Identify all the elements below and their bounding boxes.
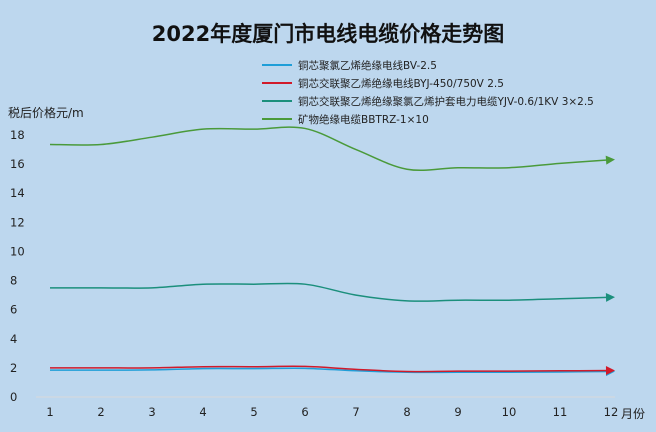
y-tick-label: 2	[10, 361, 17, 375]
series-line	[49, 367, 612, 374]
y-tick-label: 6	[10, 303, 17, 317]
x-tick-label: 11	[553, 405, 568, 419]
y-tick-label: 18	[10, 128, 25, 142]
legend-label: 铜芯聚氯乙烯绝缘电线BV-2.5	[298, 59, 437, 72]
x-tick-label: 5	[250, 405, 257, 419]
x-tick-label: 4	[199, 405, 206, 419]
series-line	[49, 365, 612, 373]
series-line	[49, 126, 612, 172]
legend-item: 铜芯交联聚乙烯绝缘聚氯乙烯护套电力电缆YJV-0.6/1KV 3×2.5	[262, 92, 594, 110]
legend-swatch	[262, 82, 292, 84]
y-axis-label: 税后价格元/m	[8, 106, 84, 120]
y-tick-label: 16	[10, 157, 25, 171]
x-axis-label: 月份	[621, 407, 646, 421]
x-tick-label: 8	[403, 405, 410, 419]
legend-item: 铜芯聚氯乙烯绝缘电线BV-2.5	[262, 56, 594, 74]
y-tick-label: 12	[10, 215, 25, 229]
legend-label: 矿物绝缘电缆BBTRZ-1×10	[298, 113, 429, 126]
legend-item: 矿物绝缘电缆BBTRZ-1×10	[262, 110, 594, 128]
series-line	[49, 282, 612, 302]
legend-swatch	[262, 64, 292, 66]
x-tick-label: 6	[301, 405, 308, 419]
y-tick-label: 8	[10, 274, 17, 288]
x-tick-label: 9	[454, 405, 461, 419]
legend-swatch	[262, 118, 292, 120]
series-end-arrow	[605, 366, 615, 376]
y-tick-label: 10	[10, 244, 25, 258]
x-tick-label: 2	[97, 405, 104, 419]
series-end-arrow	[605, 155, 615, 165]
legend: 铜芯聚氯乙烯绝缘电线BV-2.5 铜芯交联聚乙烯绝缘电线BYJ-450/750V…	[262, 56, 594, 128]
legend-label: 铜芯交联聚乙烯绝缘聚氯乙烯护套电力电缆YJV-0.6/1KV 3×2.5	[298, 95, 594, 108]
chart-title: 2022年度厦门市电线电缆价格走势图	[151, 22, 505, 46]
y-tick-label: 4	[10, 332, 17, 346]
x-tick-label: 10	[502, 405, 517, 419]
series-end-arrow	[605, 292, 615, 302]
x-tick-label: 3	[148, 405, 155, 419]
x-tick-label: 12	[604, 405, 619, 419]
y-tick-label: 14	[10, 186, 25, 200]
x-tick-label: 7	[352, 405, 359, 419]
legend-swatch	[262, 100, 292, 102]
y-tick-label: 0	[10, 390, 17, 404]
legend-item: 铜芯交联聚乙烯绝缘电线BYJ-450/750V 2.5	[262, 74, 594, 92]
legend-label: 铜芯交联聚乙烯绝缘电线BYJ-450/750V 2.5	[298, 77, 504, 90]
x-tick-label: 1	[46, 405, 53, 419]
